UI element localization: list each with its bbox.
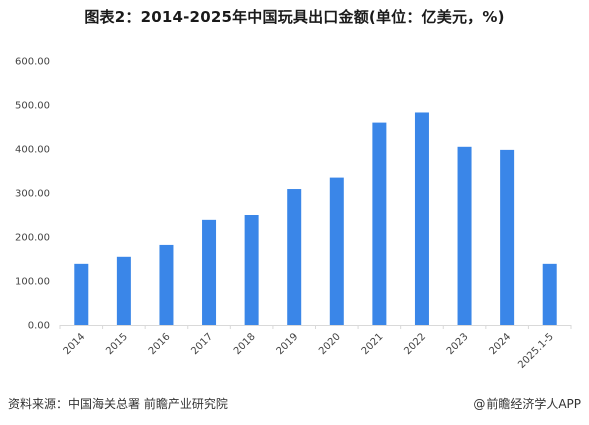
- bars: [74, 112, 557, 325]
- y-tick-label: 200.00: [15, 233, 50, 244]
- x-tick-label: 2015: [104, 331, 130, 357]
- x-axis-labels: 2014 2015 2016 2017 2018 2019 2020 2021 2022 2023…: [62, 331, 556, 371]
- x-tick-label: 2016: [147, 331, 173, 357]
- bar-2016: [159, 244, 174, 325]
- x-tick-label: 2022: [402, 331, 428, 357]
- y-axis-ticks: 0.00 100.00 200.00 300.00 400.00 500.00 600.00: [15, 57, 50, 332]
- y-tick-label: 500.00: [15, 101, 50, 112]
- x-tick-label: 2017: [189, 331, 215, 357]
- x-tick-label: 2023: [445, 331, 471, 357]
- bar-2022: [414, 112, 429, 325]
- bar-2019: [287, 189, 302, 325]
- x-tick-label: 2020: [317, 331, 343, 357]
- bar-2014: [74, 263, 89, 325]
- x-tick-label: 2021: [360, 331, 386, 357]
- bar-2023: [457, 146, 472, 325]
- bar-2018: [244, 215, 259, 325]
- bar-2020: [329, 177, 344, 325]
- bar-2024: [500, 149, 515, 325]
- y-tick-label: 600.00: [15, 57, 50, 68]
- bar-2025.1-5: [542, 263, 557, 325]
- y-tick-label: 100.00: [15, 277, 50, 288]
- bar-2015: [116, 256, 131, 325]
- bar-2017: [202, 219, 217, 325]
- x-tick-label: 2025.1-5: [516, 331, 556, 371]
- bar-2021: [372, 122, 387, 325]
- x-tick-label: 2014: [62, 331, 88, 357]
- credit: @前瞻经济学人APP: [473, 395, 581, 412]
- y-tick-label: 300.00: [15, 189, 50, 200]
- chart-title: 图表2：2014-2025年中国玩具出口金额(单位：亿美元，%): [84, 8, 505, 26]
- x-tick-label: 2019: [275, 331, 301, 357]
- y-tick-label: 400.00: [15, 145, 50, 156]
- x-axis-ticks: [59, 325, 572, 329]
- x-tick-label: 2024: [487, 331, 513, 357]
- at-sign-icon: @: [473, 397, 486, 411]
- credit-label: 前瞻经济学人APP: [486, 397, 581, 411]
- x-tick-label: 2018: [232, 331, 258, 357]
- y-tick-label: 0.00: [28, 321, 50, 332]
- source-note: 资料来源：中国海关总署 前瞻产业研究院: [8, 397, 228, 411]
